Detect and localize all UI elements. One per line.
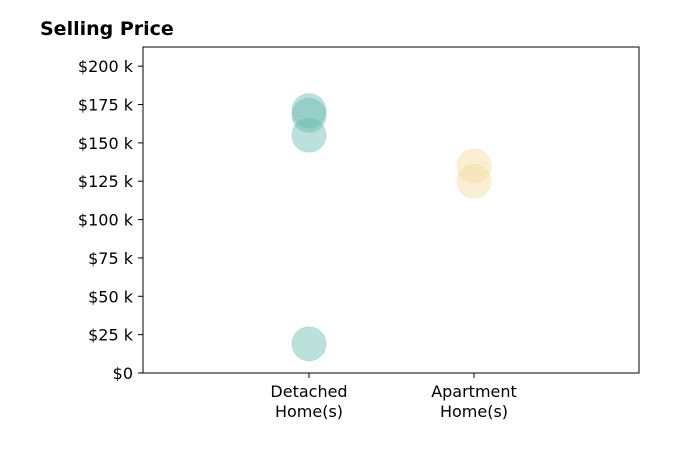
detached-price-point [291,97,327,133]
x-tick-label: Detached Home(s) [270,382,347,421]
y-tick-label: $75 k [88,249,134,268]
y-tick-label: $175 k [78,96,134,115]
detached-price-point [291,93,327,129]
plot-area [142,46,640,374]
y-tick-label: $100 k [78,211,134,230]
y-tick-label: $50 k [88,287,134,306]
detached-price-point [291,117,327,153]
apartment-price-point [456,148,492,184]
x-tick-label: Apartment Home(s) [431,382,517,421]
data-points [291,93,492,362]
y-axis: $0 $25 k $50 k $75 k $100 k $125 k $150 k $175 … [78,57,143,383]
y-tick-label: $125 k [78,172,134,191]
y-tick-label: $150 k [78,134,134,153]
apartment-price-point [456,163,492,199]
detached-price-point [291,326,327,362]
x-axis: Detached Home(s) Apartment Home(s) [270,373,517,421]
y-tick-label: $25 k [88,326,134,345]
y-tick-label: $200 k [78,57,134,76]
chart-title: Selling Price [40,18,174,40]
y-tick-label: $0 [113,364,133,383]
